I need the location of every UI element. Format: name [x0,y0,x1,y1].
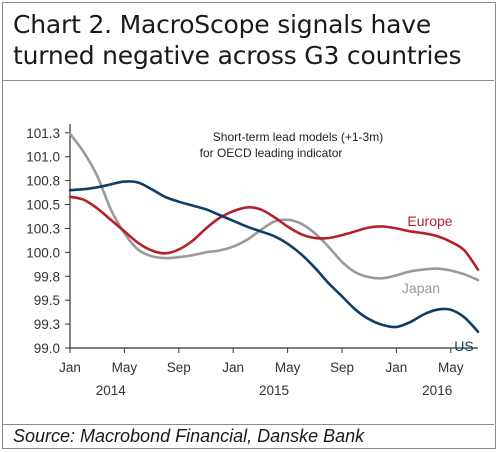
series-label-europe: Europe [407,213,452,229]
chart-axes: 101.3 101.0 100.8 100.5 100.3 100.0 99.8 99.5 99… [26,124,478,398]
x-tick-label: Jan [222,360,244,375]
x-tick-label: Jan [386,360,408,375]
title-divider [3,80,494,81]
y-tick-label: 100.8 [26,174,60,189]
annotation-line-1: Short-term lead models (+1-3m) [213,130,383,144]
x-tick-label: May [275,360,301,375]
y-tick-label: 99.0 [34,341,60,356]
series-line-europe [68,195,480,271]
y-tick-label: 100.3 [26,221,60,236]
x-tick-label: Sep [330,360,354,375]
x-tick-label: Sep [167,360,191,375]
x-year-label: 2016 [422,383,452,398]
y-tick-label: 101.0 [26,150,60,165]
x-year-label: 2014 [96,383,127,398]
chart-frame: Chart 2. MacroScope signals have turned … [2,2,496,449]
chart-labels: Short-term lead models (+1-3m) for OECD … [200,130,474,354]
series-label-us: US [454,338,473,354]
series-label-japan: Japan [402,280,440,296]
y-tick-label: 99.3 [34,317,60,332]
y-tick-label: 100.5 [26,198,60,213]
y-tick-label: 99.5 [34,293,60,308]
chart-title: Chart 2. MacroScope signals have turned … [13,10,462,70]
x-tick-label: May [112,360,138,375]
source-divider [3,424,494,425]
annotation-line-2: for OECD leading indicator [200,146,343,160]
x-year-label: 2015 [259,383,289,398]
source-note: Source: Macrobond Financial, Danske Bank [13,426,365,446]
series-line-japan [68,132,480,282]
y-tick-label: 101.3 [26,126,60,141]
x-tick-label: May [438,360,464,375]
series-line-us [68,180,480,333]
y-tick-label: 99.8 [34,269,60,284]
chart-lines [68,132,480,333]
y-tick-label: 100.0 [26,245,60,260]
x-tick-label: Jan [59,360,81,375]
